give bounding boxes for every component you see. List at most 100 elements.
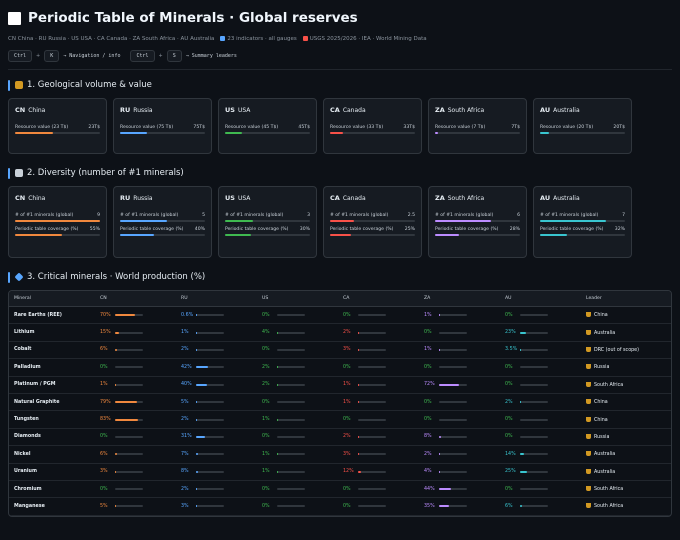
- country-card-ca[interactable]: CA Canada Resource value (33 T$) 33T$: [323, 98, 422, 154]
- metric-row: # of #1 minerals (global) 9: [15, 213, 100, 218]
- value-cell-inner: 1%: [424, 313, 500, 318]
- mineral-name: Uranium: [9, 463, 95, 481]
- trophy-icon: [586, 312, 591, 318]
- leader-cell: China: [581, 410, 671, 429]
- page-header: Periodic Table of Minerals · Global rese…: [8, 8, 672, 28]
- value-cell-inner: 25%: [505, 469, 581, 474]
- shortcut2-key1[interactable]: Ctrl: [130, 50, 155, 62]
- value-cell-inner: 0.6%: [181, 313, 257, 318]
- value-cell-inner: 3%: [100, 469, 176, 474]
- trophy-icon: [586, 503, 591, 509]
- value-bar: [520, 331, 548, 334]
- value-cell-inner: 31%: [181, 434, 257, 439]
- column-header[interactable]: US: [257, 291, 338, 307]
- shortcut-bar: Ctrl + K → Navigation / info Ctrl + S → …: [8, 49, 672, 63]
- leader-name: China: [594, 400, 608, 406]
- diversity-card-us[interactable]: US USA # of #1 minerals (global) 3 Perio…: [218, 186, 317, 258]
- column-header[interactable]: Leader: [581, 291, 671, 307]
- metric-label: Resource value (45 T$): [225, 125, 279, 130]
- shortcut1-key1[interactable]: Ctrl: [8, 50, 33, 62]
- country-card-au[interactable]: AU Australia Resource value (20 T$) 20T$: [533, 98, 632, 154]
- table-row[interactable]: Lithium 15% 1% 4% 2% 0% 23% Australia: [9, 323, 671, 342]
- table-row[interactable]: Cobalt 6% 2% 0% 3% 1% 3.5% DRC (out of s…: [9, 341, 671, 360]
- metric-label: Periodic table coverage (%): [120, 227, 184, 232]
- table-row[interactable]: Platinum / PGM 1% 40% 2% 1% 72% 0% South…: [9, 376, 671, 394]
- value-bar: [277, 314, 305, 317]
- country-code: CN: [15, 106, 26, 114]
- value-cell-inner: 0%: [100, 434, 176, 439]
- value-bar-fill: [115, 505, 117, 508]
- value-bar: [520, 453, 548, 456]
- diversity-card-za[interactable]: ZA South Africa # of #1 minerals (global…: [428, 186, 527, 258]
- value-cell: 2%: [176, 410, 257, 429]
- metric-value: 32%: [614, 227, 625, 232]
- country-card-us[interactable]: US USA Resource value (45 T$) 45T$: [218, 98, 317, 154]
- country-card-cn[interactable]: CN China Resource value (23 T$) 23T$: [8, 98, 107, 154]
- column-header[interactable]: CN: [95, 291, 176, 307]
- value-cell-inner: 6%: [100, 347, 176, 352]
- table-row[interactable]: Palladium 0% 42% 2% 0% 0% 0% Russia: [9, 358, 671, 377]
- card-header: CN China: [15, 193, 100, 203]
- value-cell: 0%: [257, 306, 338, 325]
- value-cell: 0%: [95, 428, 176, 447]
- value-text: 3%: [181, 503, 189, 509]
- shortcut1-key2[interactable]: K: [44, 50, 60, 62]
- column-header[interactable]: Mineral: [9, 291, 95, 307]
- shortcut2-key2[interactable]: S: [166, 50, 182, 62]
- value-cell: 1%: [95, 376, 176, 394]
- country-card-ru[interactable]: RU Russia Resource value (75 T$) 75T$: [113, 98, 212, 154]
- leader-cell: South Africa: [581, 480, 671, 499]
- card-header: US USA: [225, 105, 310, 115]
- value-bar: [277, 488, 305, 491]
- value-cell-inner: 83%: [100, 417, 176, 422]
- diversity-card-cn[interactable]: CN China # of #1 minerals (global) 9 Per…: [8, 186, 107, 258]
- table-row[interactable]: Uranium 3% 8% 1% 12% 4% 25% Australia: [9, 463, 671, 481]
- table-row[interactable]: Rare Earths (REE) 70% 0.6% 0% 0% 1% 0% C…: [9, 306, 671, 325]
- value-text: 0%: [505, 486, 513, 492]
- value-bar-fill: [439, 488, 452, 491]
- value-cell-inner: 1%: [181, 330, 257, 335]
- table-row[interactable]: Nickel 6% 7% 1% 3% 2% 14% Australia: [9, 445, 671, 464]
- value-text: 1%: [262, 417, 270, 423]
- value-bar-fill: [520, 331, 527, 334]
- column-header[interactable]: ZA: [419, 291, 500, 307]
- country-code: US: [225, 106, 235, 114]
- table-row[interactable]: Tungsten 83% 2% 1% 0% 0% 0% China: [9, 410, 671, 429]
- value-text: 31%: [181, 434, 192, 440]
- diversity-card-au[interactable]: AU Australia # of #1 minerals (global) 7…: [533, 186, 632, 258]
- country-code: CN: [15, 194, 26, 202]
- metric-bar: [435, 234, 520, 236]
- metric-label: # of #1 minerals (global): [330, 213, 389, 218]
- value-cell: 0%: [419, 358, 500, 377]
- value-cell: 2%: [500, 393, 581, 412]
- diversity-card-ca[interactable]: CA Canada # of #1 minerals (global) 2.5 …: [323, 186, 422, 258]
- card-header: CA Canada: [330, 193, 415, 203]
- value-bar-fill: [115, 470, 116, 473]
- metric-row: # of #1 minerals (global) 3: [225, 213, 310, 218]
- table-row[interactable]: Natural Graphite 79% 5% 0% 1% 0% 2% Chin…: [9, 393, 671, 412]
- value-cell: 0%: [338, 497, 419, 516]
- card-header: ZA South Africa: [435, 193, 520, 203]
- value-cell: 3%: [338, 341, 419, 360]
- value-cell: 7%: [176, 445, 257, 464]
- leader-cell: DRC (out of scope): [581, 341, 671, 360]
- table-row[interactable]: Chromium 0% 2% 0% 0% 44% 0% South Africa: [9, 480, 671, 499]
- metric-label: Periodic table coverage (%): [330, 227, 394, 232]
- leader-name: South Africa: [594, 504, 624, 510]
- table-row[interactable]: Diamonds 0% 31% 0% 2% 8% 0% Russia: [9, 428, 671, 447]
- value-cell: 0%: [257, 393, 338, 412]
- column-header[interactable]: CA: [338, 291, 419, 307]
- value-cell-inner: 15%: [100, 330, 176, 335]
- diversity-card-ru[interactable]: RU Russia # of #1 minerals (global) 5 Pe…: [113, 186, 212, 258]
- column-header[interactable]: RU: [176, 291, 257, 307]
- section2-cards: CN China # of #1 minerals (global) 9 Per…: [8, 186, 672, 258]
- country-card-za[interactable]: ZA South Africa Resource value (7 T$) 7T…: [428, 98, 527, 154]
- section3-title: 3. Critical minerals · World production …: [27, 272, 206, 282]
- table-row[interactable]: Manganese 5% 3% 0% 0% 35% 6% South Afric…: [9, 497, 671, 516]
- value-cell-inner: 0%: [343, 504, 419, 509]
- metric-row: Periodic table coverage (%) 55%: [15, 227, 100, 232]
- value-cell-inner: 3%: [343, 347, 419, 352]
- value-text: 2%: [505, 399, 513, 405]
- column-header[interactable]: AU: [500, 291, 581, 307]
- value-bar: [277, 470, 305, 473]
